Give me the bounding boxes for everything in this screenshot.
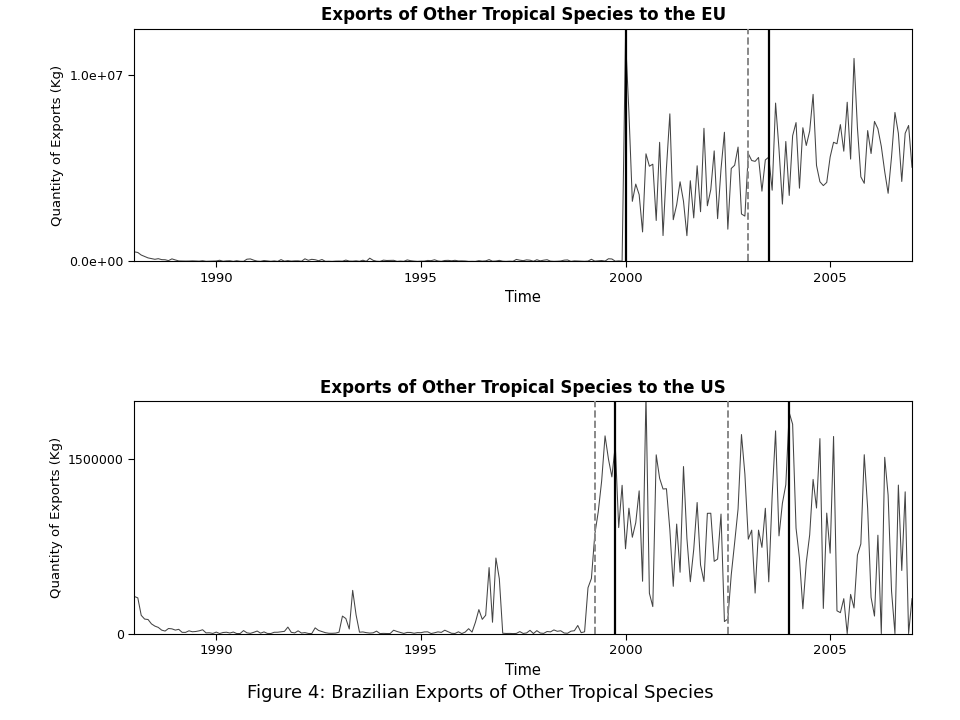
Y-axis label: Quantity of Exports (Kg): Quantity of Exports (Kg) bbox=[51, 65, 64, 225]
Y-axis label: Quantity of Exports (Kg): Quantity of Exports (Kg) bbox=[50, 437, 62, 598]
Title: Exports of Other Tropical Species to the US: Exports of Other Tropical Species to the… bbox=[321, 379, 726, 397]
X-axis label: Time: Time bbox=[505, 290, 541, 305]
X-axis label: Time: Time bbox=[505, 662, 541, 678]
Title: Exports of Other Tropical Species to the EU: Exports of Other Tropical Species to the… bbox=[321, 6, 726, 24]
Text: Figure 4: Brazilian Exports of Other Tropical Species: Figure 4: Brazilian Exports of Other Tro… bbox=[247, 684, 713, 702]
